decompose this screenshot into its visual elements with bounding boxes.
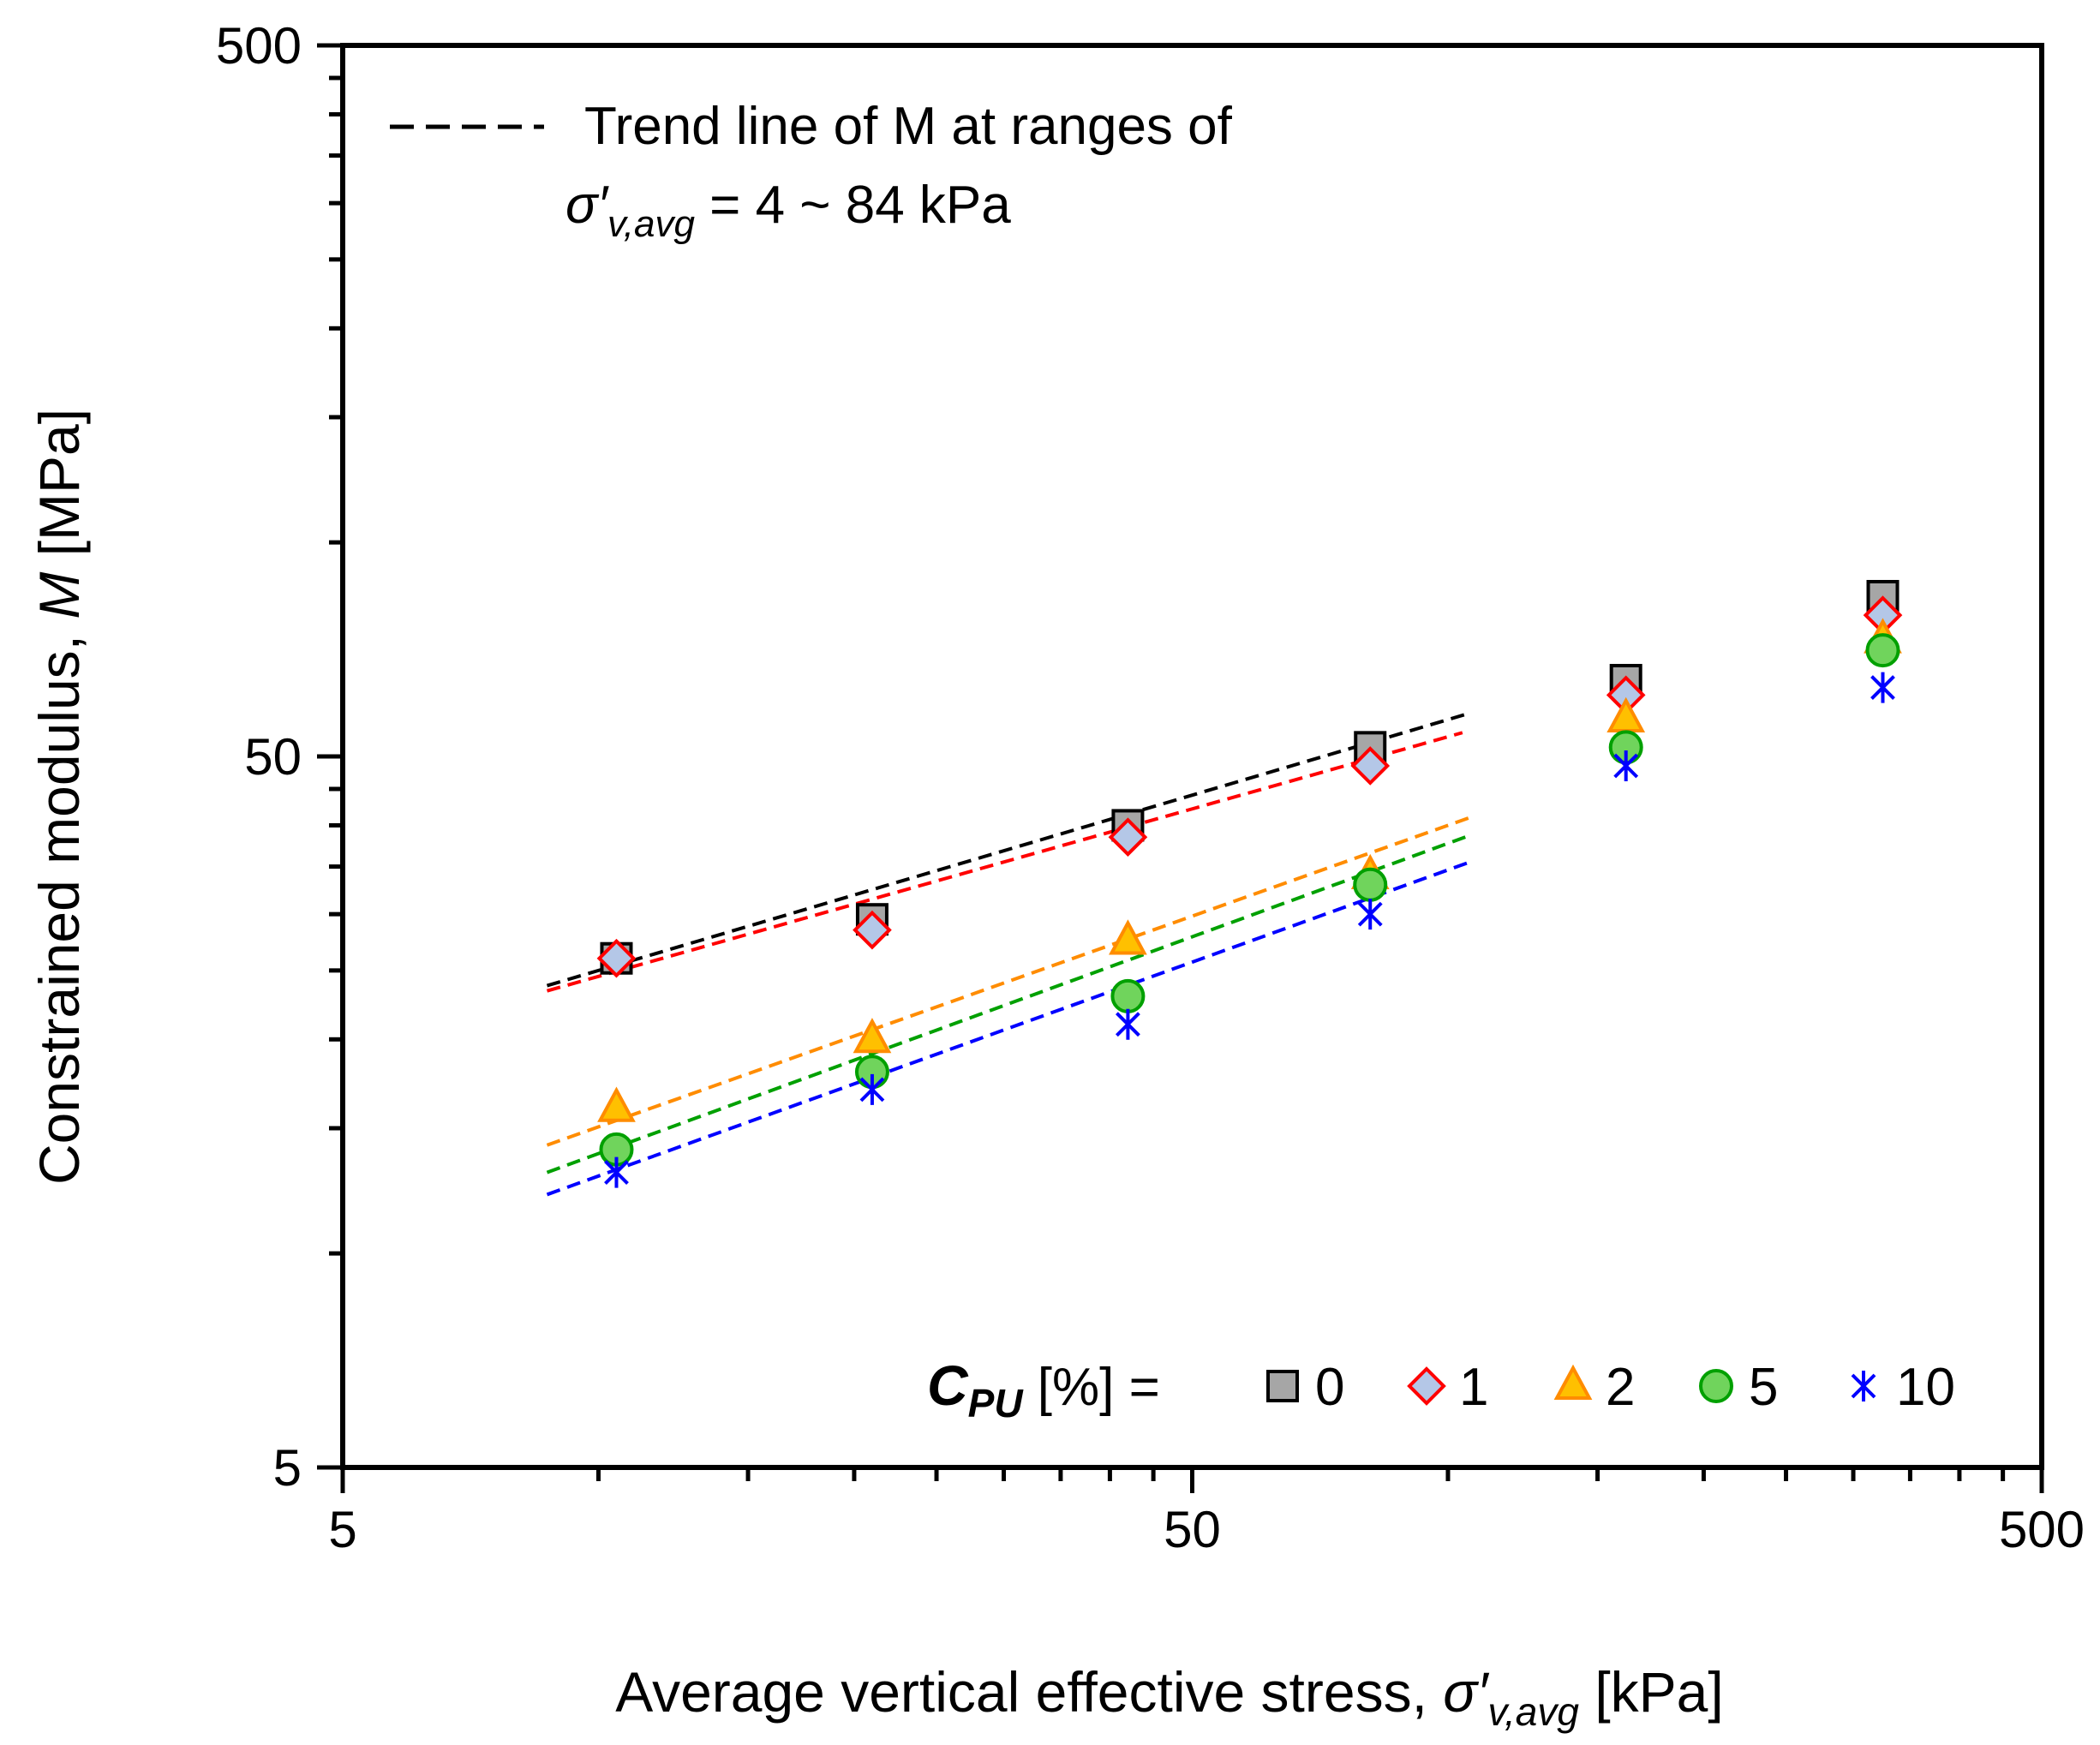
point-series-10	[1357, 899, 1383, 930]
point-series-1	[853, 910, 892, 950]
point-series-10	[1116, 1008, 1140, 1040]
point-series-5	[1110, 978, 1146, 1013]
legend-marker-0	[1266, 1370, 1299, 1402]
trend-legend-line2: σ′v,avg = 4 ~ 84 kPa	[565, 176, 1011, 245]
point-series-2	[597, 1086, 636, 1122]
trend-line-1	[546, 731, 1463, 993]
point-series-1	[596, 938, 637, 978]
trend-line-0	[546, 711, 1470, 988]
point-series-5	[1353, 867, 1388, 902]
point-series-2	[853, 1018, 892, 1054]
trend-legend-line1: Trend line of M at ranges of	[584, 97, 1233, 156]
trend-line-10	[546, 860, 1470, 1197]
data-markers	[596, 579, 1903, 1188]
trend-line-5	[546, 834, 1470, 1174]
y-axis-title: Constrained modulus, M [MPa]	[27, 409, 91, 1185]
trend-legend: Trend line of M at ranges of σ′v,avg = 4…	[390, 97, 1233, 245]
x-tick-label: 50	[1164, 1501, 1221, 1558]
legend-marker-5	[1699, 1369, 1733, 1403]
y-tick-label: 500	[216, 17, 302, 75]
point-series-5	[1865, 633, 1900, 668]
point-series-1	[1108, 817, 1148, 858]
y-tick-label: 50	[244, 728, 302, 786]
trend-lines	[546, 711, 1470, 1197]
x-tick-label: 5	[328, 1501, 356, 1558]
legend-marker-10	[1851, 1371, 1876, 1401]
x-axis-title: Average vertical effective stress, σ′v,a…	[615, 1660, 1723, 1734]
point-series-10	[604, 1156, 629, 1188]
point-series-10	[1613, 750, 1639, 781]
y-tick-label: 5	[273, 1439, 302, 1497]
legend-label-0: 0	[1315, 1358, 1344, 1417]
legend-label-5: 5	[1749, 1358, 1778, 1417]
point-series-10	[1870, 672, 1895, 703]
point-series-1	[1350, 746, 1391, 786]
legend-label-10: 10	[1896, 1358, 1955, 1417]
legend-marker-2	[1553, 1364, 1593, 1400]
plot-frame	[340, 43, 2044, 1470]
trend-line-2	[546, 816, 1470, 1147]
point-series-10	[859, 1073, 885, 1105]
series-legend: CPU [%] = 0 1 2 5 10	[927, 1354, 1955, 1425]
series-legend-title: CPU [%] =	[927, 1354, 1160, 1425]
point-series-2	[1109, 919, 1147, 955]
legend-marker-1	[1407, 1366, 1446, 1406]
legend-label-2: 2	[1606, 1358, 1635, 1417]
x-tick-label: 500	[1999, 1501, 2085, 1558]
legend-label-1: 1	[1459, 1358, 1488, 1417]
